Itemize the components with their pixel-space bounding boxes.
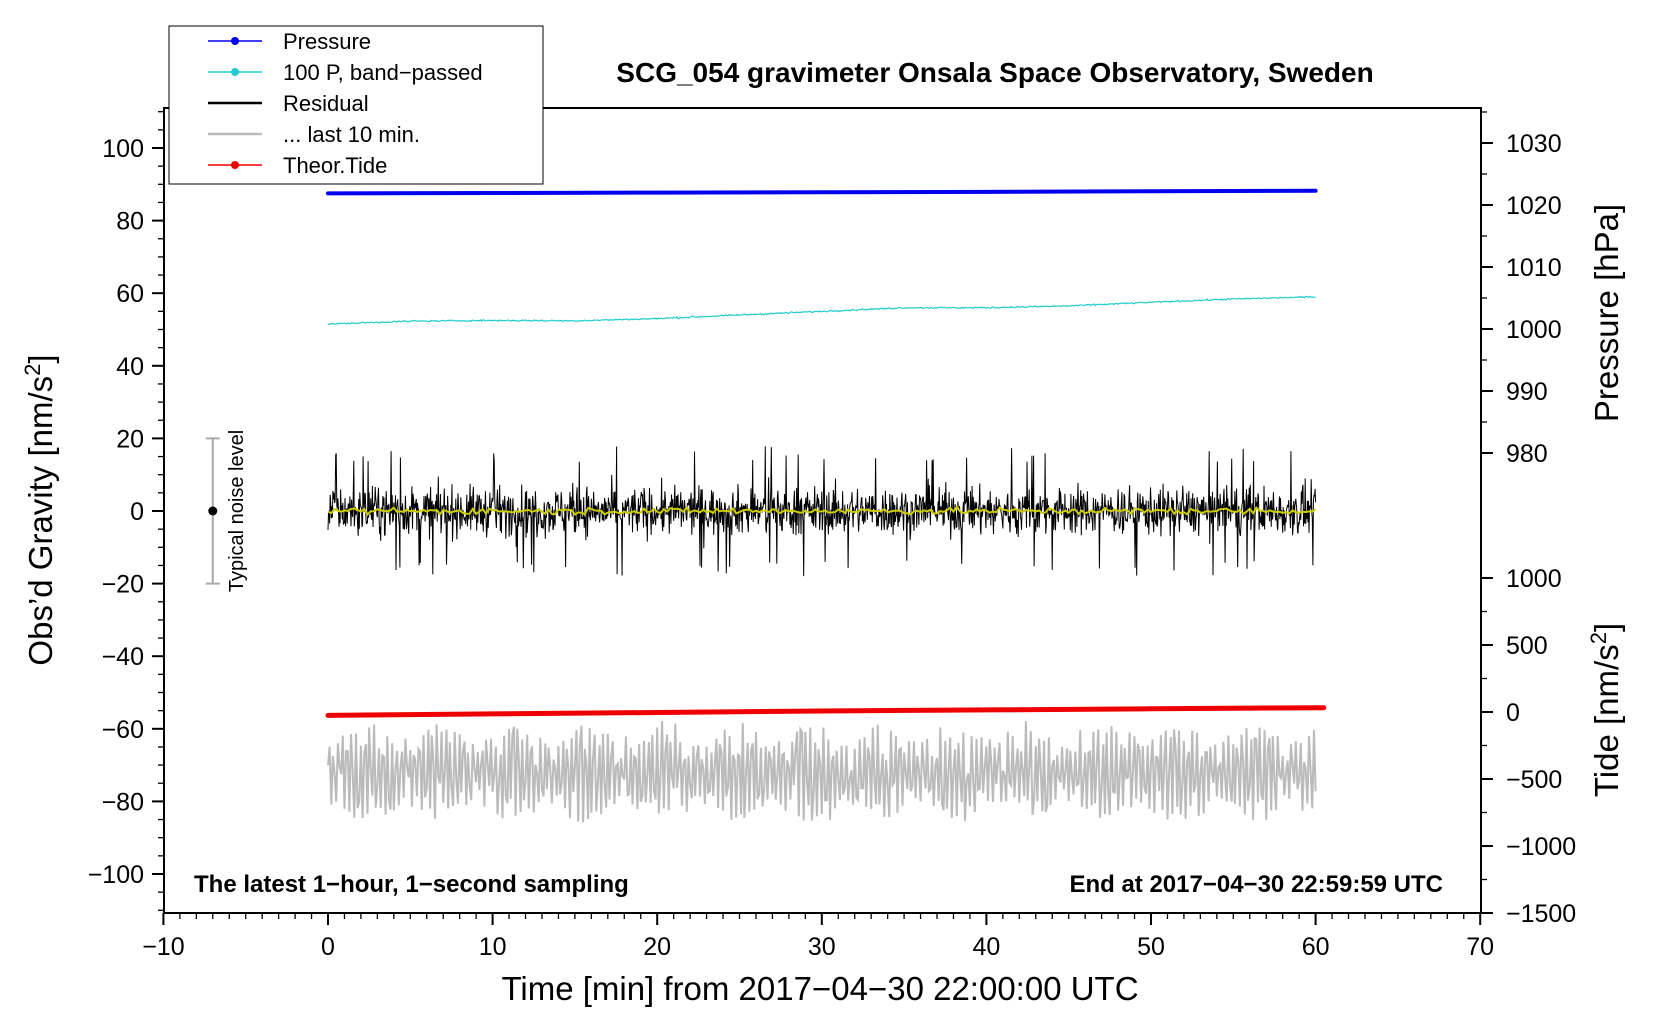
residual-smoothed-series bbox=[327, 505, 1317, 516]
tide-axis: 1000 500 0 −500 −1000 −1500 bbox=[1481, 565, 1576, 928]
tide-axis-label: Tide [nm/s2] bbox=[1586, 623, 1625, 797]
legend-label: Residual bbox=[283, 91, 369, 116]
legend-box bbox=[168, 25, 544, 185]
x-tick-label: 40 bbox=[972, 933, 1000, 961]
x-tick-label: 30 bbox=[808, 933, 836, 961]
residual-series bbox=[327, 446, 1317, 577]
y-tick-label: 40 bbox=[116, 353, 144, 381]
pressure-tick-label: 1030 bbox=[1506, 130, 1562, 158]
legend: Pressure 100 P, band−passed Residual ... la… bbox=[168, 25, 544, 185]
y-tick-label: 0 bbox=[130, 498, 144, 526]
series-group bbox=[325, 188, 1327, 823]
tide-tick-label: 0 bbox=[1506, 699, 1520, 727]
x-tick-label: 10 bbox=[479, 933, 507, 961]
noise-indicator: Typical noise level bbox=[205, 430, 248, 592]
y-tick-label: 80 bbox=[116, 208, 144, 236]
y-tick-label: 100 bbox=[102, 135, 144, 163]
legend-marker bbox=[231, 37, 239, 45]
left-y-axis: 100 80 60 40 20 0 −20 −40 −60 −80 −100 bbox=[88, 111, 164, 911]
x-tick-label: 60 bbox=[1302, 933, 1330, 961]
pressure-tick-label: 990 bbox=[1506, 378, 1548, 406]
y-tick-label: −20 bbox=[102, 571, 144, 599]
x-tick-label: 0 bbox=[321, 933, 335, 961]
y-tick-label: −80 bbox=[102, 788, 144, 816]
x-tick-label: 50 bbox=[1137, 933, 1165, 961]
x-tick-label: 70 bbox=[1466, 933, 1494, 961]
legend-label: 100 P, band−passed bbox=[283, 60, 483, 85]
tide-tick-label: 1000 bbox=[1506, 565, 1562, 593]
sampling-annotation: The latest 1−hour, 1−second sampling bbox=[194, 871, 629, 898]
x-tick-label: 20 bbox=[643, 933, 671, 961]
band-passed-series bbox=[328, 295, 1316, 325]
legend-marker bbox=[231, 161, 239, 169]
theoretical-tide-series bbox=[325, 705, 1327, 718]
legend-marker bbox=[231, 68, 239, 76]
left-y-axis-label: Obs’d Gravity [nm/s2] bbox=[20, 354, 59, 665]
legend-label: Pressure bbox=[283, 29, 371, 54]
tide-tick-label: −1500 bbox=[1506, 900, 1576, 928]
y-tick-label: 20 bbox=[116, 425, 144, 453]
tide-tick-label: −500 bbox=[1506, 766, 1562, 794]
pressure-tick-label: 980 bbox=[1506, 440, 1548, 468]
y-tick-label: −40 bbox=[102, 643, 144, 671]
chart-title: SCG_054 gravimeter Onsala Space Observat… bbox=[616, 57, 1373, 88]
pressure-axis: 1030 1020 1010 1000 990 980 bbox=[1481, 111, 1562, 468]
x-axis-label: Time [min] from 2017−04−30 22:00:00 UTC bbox=[501, 970, 1138, 1007]
legend-label: Theor.Tide bbox=[283, 153, 387, 178]
end-time-annotation: End at 2017−04−30 22:59:59 UTC bbox=[1069, 871, 1443, 898]
y-tick-label: −100 bbox=[88, 861, 144, 889]
pressure-tick-label: 1020 bbox=[1506, 192, 1562, 220]
legend-label: ... last 10 min. bbox=[283, 122, 420, 147]
tide-tick-label: −1000 bbox=[1506, 833, 1576, 861]
y-tick-label: −60 bbox=[102, 716, 144, 744]
pressure-series bbox=[326, 188, 1318, 196]
x-tick-label: −10 bbox=[142, 933, 184, 961]
noise-center-dot bbox=[208, 506, 218, 516]
x-axis: −10 0 10 20 30 40 50 60 70 bbox=[142, 913, 1494, 961]
y-tick-label: 60 bbox=[116, 280, 144, 308]
pressure-axis-label: Pressure [hPa] bbox=[1588, 204, 1625, 422]
last-10-min-series bbox=[327, 720, 1317, 823]
pressure-tick-label: 1010 bbox=[1506, 254, 1562, 282]
noise-label: Typical noise level bbox=[226, 430, 248, 592]
tide-tick-label: 500 bbox=[1506, 632, 1548, 660]
pressure-tick-label: 1000 bbox=[1506, 316, 1562, 344]
